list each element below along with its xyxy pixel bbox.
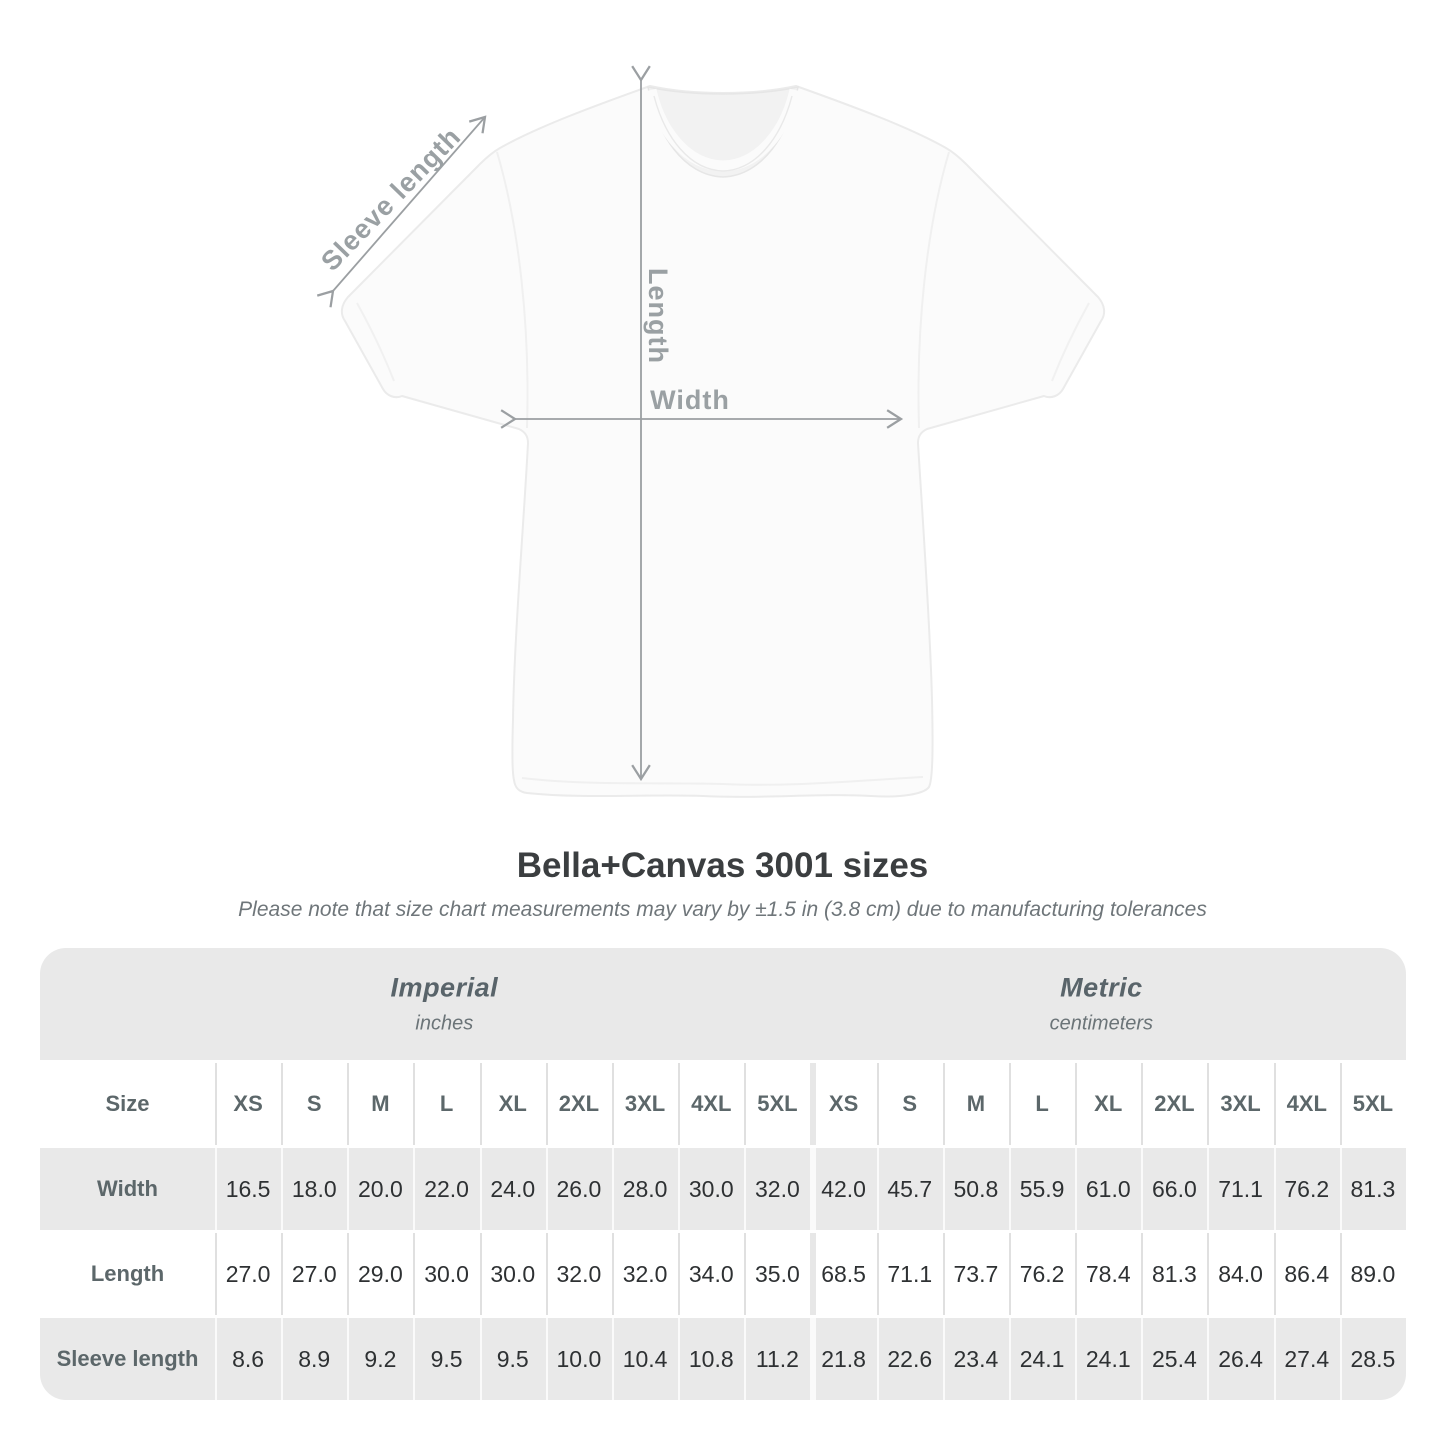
value-cell: 9.5: [413, 1318, 480, 1400]
value-cell: 24.1: [1075, 1318, 1142, 1400]
value-cell: 76.2: [1273, 1148, 1340, 1230]
size-col-header: M: [942, 1063, 1009, 1145]
metric-group-title: Metric: [1060, 972, 1143, 1003]
value-cell: 30.0: [678, 1148, 745, 1230]
value-cell: 45.7: [876, 1148, 943, 1230]
metric-group-unit: centimeters: [1049, 1012, 1154, 1035]
value-cell: 27.0: [215, 1233, 282, 1315]
value-cell: 55.9: [1008, 1148, 1076, 1230]
value-cell: 23.4: [942, 1318, 1009, 1400]
value-cell: 76.2: [1008, 1233, 1076, 1315]
value-cell: 68.5: [810, 1233, 877, 1315]
value-cell: 73.7: [942, 1233, 1009, 1315]
sleeve-length-arrow: [316, 115, 487, 308]
value-cell: 28.0: [611, 1148, 679, 1230]
row-label: Length: [40, 1233, 215, 1315]
size-col-header: L: [413, 1063, 480, 1145]
size-col-header: 2XL: [1141, 1063, 1208, 1145]
size-col-header: 4XL: [678, 1063, 745, 1145]
size-chart-table: Imperial inches Metric centimeters Size …: [40, 948, 1406, 1400]
value-cell: 32.0: [744, 1148, 811, 1230]
value-cell: 22.0: [413, 1148, 480, 1230]
size-col-header: 4XL: [1273, 1063, 1340, 1145]
size-col-header: 5XL: [1339, 1063, 1406, 1145]
value-cell: 50.8: [942, 1148, 1009, 1230]
value-cell: 32.0: [545, 1233, 612, 1315]
imperial-group-title: Imperial: [390, 972, 499, 1003]
value-cell: 71.1: [1207, 1148, 1274, 1230]
imperial-group-unit: inches: [415, 1012, 474, 1035]
size-col-header: XL: [1075, 1063, 1142, 1145]
value-cell: 86.4: [1273, 1233, 1340, 1315]
imperial-group: Imperial inches: [391, 973, 499, 1036]
value-cell: 28.5: [1339, 1318, 1406, 1400]
size-col-header: 2XL: [545, 1063, 612, 1145]
size-col-header: 3XL: [1207, 1063, 1274, 1145]
metric-group: Metric centimeters: [1050, 973, 1153, 1036]
value-cell: 8.9: [281, 1318, 348, 1400]
tshirt-measurement-diagram: Width Length Sleeve length: [315, 65, 1106, 798]
value-cell: 20.0: [347, 1148, 414, 1230]
value-cell: 81.3: [1141, 1233, 1208, 1315]
value-cell: 18.0: [281, 1148, 348, 1230]
value-cell: 30.0: [479, 1233, 546, 1315]
value-cell: 9.2: [347, 1318, 414, 1400]
value-cell: 8.6: [215, 1318, 282, 1400]
row-label: Sleeve length: [40, 1318, 215, 1400]
value-cell: 11.2: [744, 1318, 811, 1400]
value-cell: 10.8: [678, 1318, 745, 1400]
value-cell: 24.1: [1008, 1318, 1076, 1400]
tshirt-graphic: [340, 85, 1106, 798]
value-cell: 78.4: [1075, 1233, 1142, 1315]
value-cell: 10.4: [611, 1318, 679, 1400]
value-cell: 16.5: [215, 1148, 282, 1230]
value-cell: 66.0: [1141, 1148, 1208, 1230]
value-cell: 27.4: [1273, 1318, 1340, 1400]
value-cell: 29.0: [347, 1233, 414, 1315]
value-cell: 32.0: [611, 1233, 679, 1315]
value-cell: 84.0: [1207, 1233, 1274, 1315]
value-cell: 26.4: [1207, 1318, 1274, 1400]
value-cell: 35.0: [744, 1233, 811, 1315]
row-label: Width: [40, 1148, 215, 1230]
tolerance-note: Please note that size chart measurements…: [238, 898, 1207, 921]
length-label: Length: [643, 268, 673, 364]
size-col-header: L: [1008, 1063, 1076, 1145]
value-cell: 27.0: [281, 1233, 348, 1315]
size-col-header: S: [281, 1063, 348, 1145]
value-cell: 9.5: [479, 1318, 546, 1400]
page-title: Bella+Canvas 3001 sizes: [516, 846, 929, 885]
size-col-header: S: [876, 1063, 943, 1145]
value-cell: 10.0: [545, 1318, 612, 1400]
size-row-label: Size: [40, 1063, 215, 1145]
size-col-header: 5XL: [744, 1063, 811, 1145]
value-cell: 61.0: [1075, 1148, 1142, 1230]
value-cell: 42.0: [810, 1148, 877, 1230]
value-cell: 34.0: [678, 1233, 745, 1315]
value-cell: 26.0: [545, 1148, 612, 1230]
size-col-header: 3XL: [611, 1063, 679, 1145]
unit-group-header: Imperial inches Metric centimeters: [40, 948, 1406, 1060]
value-cell: 24.0: [479, 1148, 546, 1230]
value-cell: 89.0: [1339, 1233, 1406, 1315]
value-cell: 21.8: [810, 1318, 877, 1400]
size-col-header: XL: [479, 1063, 546, 1145]
value-cell: 71.1: [876, 1233, 943, 1315]
value-cell: 22.6: [876, 1318, 943, 1400]
value-cell: 30.0: [413, 1233, 480, 1315]
size-col-header: XS: [810, 1063, 877, 1145]
size-col-header: M: [347, 1063, 414, 1145]
size-col-header: XS: [215, 1063, 282, 1145]
width-label: Width: [650, 385, 730, 415]
value-cell: 81.3: [1339, 1148, 1406, 1230]
value-cell: 25.4: [1141, 1318, 1208, 1400]
